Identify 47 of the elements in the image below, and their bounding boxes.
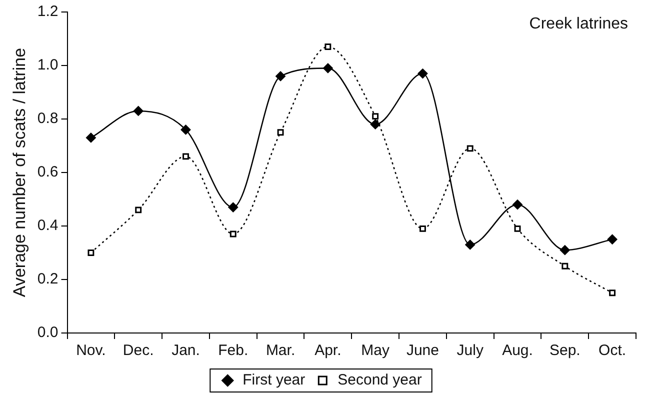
point	[607, 234, 618, 244]
point	[182, 153, 189, 160]
x-tick-label: Nov.	[76, 342, 106, 360]
point	[560, 245, 570, 256]
point	[562, 262, 568, 270]
point	[322, 63, 333, 74]
y-tick-label: 0.4	[37, 217, 58, 234]
point	[277, 129, 284, 136]
point	[86, 132, 96, 143]
x-tick-label: Jan.	[172, 342, 200, 360]
point	[418, 68, 428, 79]
x-tick-label: June	[406, 342, 439, 360]
point	[466, 145, 474, 152]
point	[512, 200, 523, 210]
point	[88, 250, 94, 256]
y-tick-label: 1.0	[37, 56, 58, 74]
x-tick-label: May	[361, 342, 390, 360]
point	[372, 113, 379, 120]
x-tick-label: Aug.	[502, 342, 533, 360]
point	[324, 44, 332, 50]
point	[180, 124, 191, 135]
x-tick-label: Oct.	[598, 342, 626, 360]
y-tick-label: 1.2	[37, 3, 58, 20]
point	[230, 230, 236, 238]
y-tick-label: 0.0	[37, 324, 58, 342]
x-tick-label: Dec.	[122, 342, 154, 360]
y-tick-label: 0.2	[37, 270, 58, 288]
x-tick-label: July	[456, 342, 484, 360]
point	[465, 240, 476, 250]
point	[370, 119, 380, 130]
x-tick-label: Apr.	[314, 342, 342, 360]
x-tick-label: Feb.	[218, 342, 248, 360]
y-tick-label: 0.6	[37, 164, 58, 181]
legend-label: Second year	[338, 372, 422, 389]
y-axis-title: Average number of scats / latrine	[10, 48, 29, 298]
point	[514, 225, 521, 232]
point	[276, 71, 286, 82]
point	[609, 290, 616, 296]
legend-label: First year	[242, 372, 306, 389]
point	[133, 106, 144, 116]
point	[419, 225, 426, 232]
x-tick-label: Mar.	[266, 342, 296, 360]
x-tick-label: Sep.	[549, 342, 580, 360]
point	[228, 202, 238, 212]
y-tick-label: 0.8	[37, 110, 58, 128]
point	[135, 206, 142, 214]
chart-title: Creek latrines	[529, 15, 628, 32]
